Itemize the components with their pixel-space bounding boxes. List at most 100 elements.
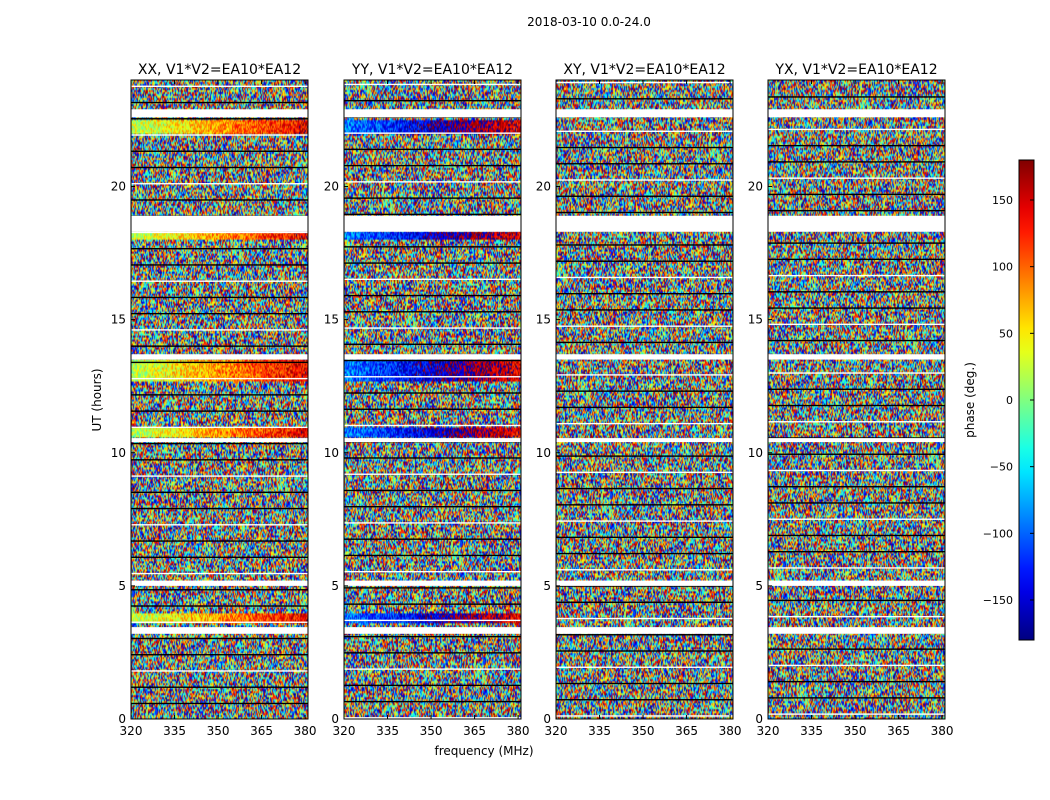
flag-line (131, 556, 308, 558)
flag-line (556, 244, 733, 246)
flag-line (556, 390, 733, 392)
panel-title: XX, V1*V2=EA10*EA12 (138, 62, 301, 78)
flag-line (131, 199, 308, 201)
y-axis-label: UT (hours) (90, 368, 104, 431)
flag-line (131, 524, 308, 526)
panel-heatmap-2 (344, 80, 521, 719)
flag-line (556, 471, 733, 474)
y-tick-label: 10 (748, 446, 763, 460)
flag-line (131, 572, 308, 575)
flag-line (344, 213, 521, 216)
blank-band (344, 580, 521, 586)
blank-band (131, 354, 308, 360)
flag-line (556, 666, 733, 668)
panel-frame (130, 79, 309, 720)
blank-band (131, 627, 308, 634)
flag-line (556, 276, 733, 279)
flag-line (131, 670, 308, 672)
flag-line (344, 424, 521, 427)
flag-line (556, 504, 733, 506)
y-tick-label: 0 (118, 712, 126, 726)
y-tick-label: 15 (748, 313, 763, 327)
flag-line (768, 713, 945, 715)
flag-line (768, 550, 945, 553)
flag-line (344, 700, 521, 703)
panel-4: YX, V1*V2=EA10*EA12 320 335 350 365 380 0 5 10 15… (748, 62, 954, 738)
y-tick-label: 5 (331, 579, 339, 593)
flag-line (344, 311, 521, 313)
panel-frame (767, 79, 946, 720)
x-tick-label: 320 (757, 724, 780, 738)
flag-line (344, 522, 521, 524)
y-tick-label: 10 (111, 446, 126, 460)
flag-line (556, 163, 733, 165)
flag-line (131, 540, 308, 542)
flag-line (768, 502, 945, 504)
flag-line (344, 652, 521, 654)
flag-line (131, 605, 308, 607)
flag-line (344, 148, 521, 151)
flag-line (344, 376, 521, 378)
blank-band (131, 438, 308, 443)
x-tick-label: 350 (844, 724, 867, 738)
y-tick-label: 0 (755, 712, 763, 726)
flag-line (344, 99, 521, 102)
flag-line (556, 699, 733, 701)
flag-line (556, 569, 733, 571)
flag-line (556, 195, 733, 197)
flag-line (768, 177, 945, 179)
flag-line (344, 570, 521, 573)
flag-line (768, 372, 945, 374)
flag-line (131, 637, 308, 640)
x-tick-label: 350 (420, 724, 443, 738)
y-tick-label: 10 (324, 446, 339, 460)
x-axis-label: frequency (MHz) (434, 744, 533, 758)
blank-band (556, 109, 733, 118)
flag-line (131, 166, 308, 169)
flag-line (768, 664, 945, 667)
flag-line (768, 404, 945, 407)
flag-line (556, 325, 733, 327)
flag-line (768, 486, 945, 488)
x-tick-label: 365 (675, 724, 698, 738)
flag-line (556, 536, 733, 539)
flag-line (131, 702, 308, 705)
flag-line (768, 648, 945, 650)
y-tick-label: 15 (111, 313, 126, 327)
x-tick-label: 335 (376, 724, 399, 738)
blank-band (768, 438, 945, 443)
flag-line (556, 552, 733, 555)
flag-line (131, 150, 308, 152)
flag-line (344, 506, 521, 508)
x-tick-label: 380 (507, 724, 530, 738)
x-tick-label: 320 (545, 724, 568, 738)
flag-line (131, 264, 308, 266)
flag-line (131, 345, 308, 347)
x-tick-label: 365 (887, 724, 910, 738)
flag-line (768, 719, 945, 721)
flag-line (344, 587, 521, 589)
flag-line (344, 684, 521, 687)
flag-line (556, 130, 733, 132)
panel-frame (343, 79, 522, 720)
y-tick-label: 20 (111, 180, 126, 194)
blank-band (556, 580, 733, 586)
blank-band (556, 627, 733, 634)
flag-line (131, 118, 308, 120)
flag-line (344, 538, 521, 540)
y-tick-label: 0 (331, 712, 339, 726)
flag-line (768, 453, 945, 455)
flag-line (556, 179, 733, 181)
flag-line (131, 85, 308, 87)
y-tick-label: 15 (536, 313, 551, 327)
y-tick-label: 5 (118, 579, 126, 593)
flag-line (344, 408, 521, 410)
flag-line (556, 617, 733, 620)
flag-line (344, 197, 521, 199)
flag-line (344, 359, 521, 362)
flag-line (556, 293, 733, 295)
blank-band (556, 215, 733, 232)
flag-line (768, 697, 945, 699)
flag-line (131, 183, 308, 185)
panels-group: XX, V1*V2=EA10*EA12 320 335 350 365 380 0 5 10 15… (111, 62, 954, 738)
